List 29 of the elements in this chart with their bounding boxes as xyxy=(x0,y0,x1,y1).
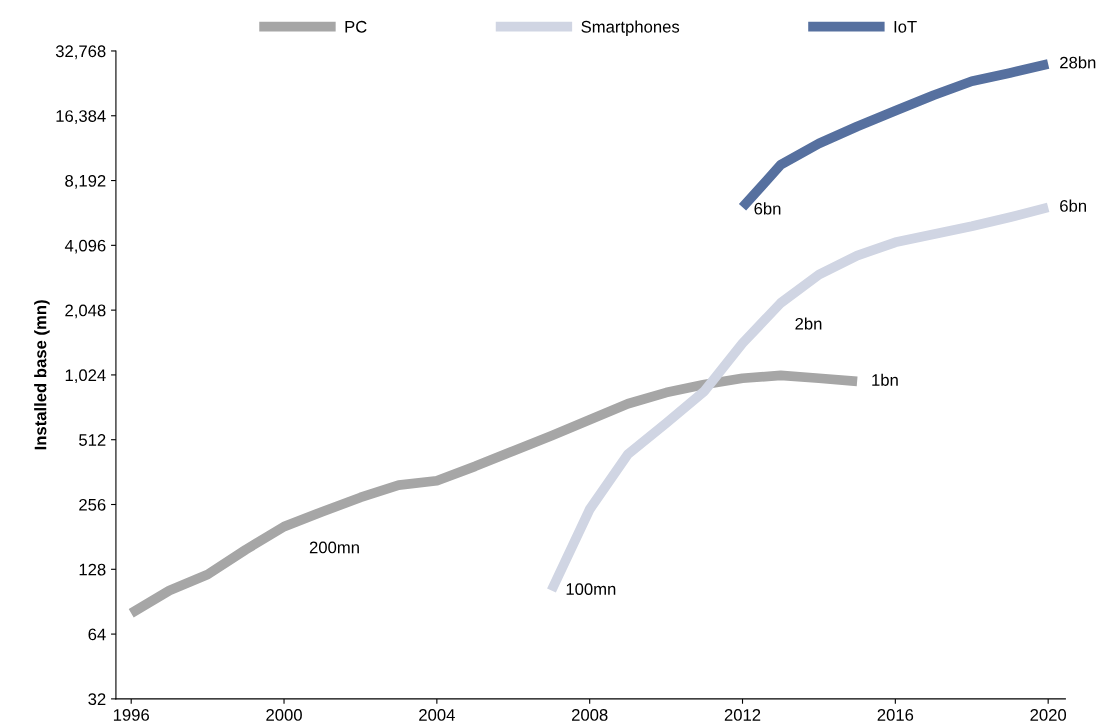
x-tick-label: 2004 xyxy=(419,709,455,721)
annotation: 1bn xyxy=(872,373,898,386)
y-tick-label: 2,048 xyxy=(65,304,106,319)
y-tick-label: 32 xyxy=(88,693,106,706)
y-axis-title: Installed base (mn) xyxy=(34,300,50,450)
legend-label: PC xyxy=(345,20,367,33)
y-tick-label: 16,384 xyxy=(56,110,106,124)
annotation: 200mn xyxy=(309,541,359,554)
y-tick-label: 256 xyxy=(79,498,106,511)
x-tick-label: 2016 xyxy=(877,709,914,721)
y-tick-label: 8,192 xyxy=(65,174,106,189)
y-tick-label: 512 xyxy=(79,434,106,446)
annotation: 6bn xyxy=(754,202,781,215)
y-tick-label: 128 xyxy=(79,563,106,576)
x-tick-label: 2012 xyxy=(724,709,761,721)
y-tick-label: 32,768 xyxy=(55,45,106,60)
legend-label: IoT xyxy=(894,21,917,33)
y-tick-label: 1,024 xyxy=(65,369,106,384)
x-tick-label: 2020 xyxy=(1030,709,1067,721)
annotation: 28bn xyxy=(1060,56,1096,69)
legend-label: Smartphones xyxy=(581,20,680,36)
y-tick-label: 64 xyxy=(88,628,106,641)
x-tick-label: 1996 xyxy=(113,709,150,721)
annotation: 2bn xyxy=(795,317,822,330)
x-tick-label: 2000 xyxy=(266,709,302,721)
x-tick-label: 2008 xyxy=(571,709,608,721)
annotation: 6bn xyxy=(1060,199,1086,212)
annotation: 100mn xyxy=(566,583,616,595)
y-tick-label: 4,096 xyxy=(64,239,106,254)
